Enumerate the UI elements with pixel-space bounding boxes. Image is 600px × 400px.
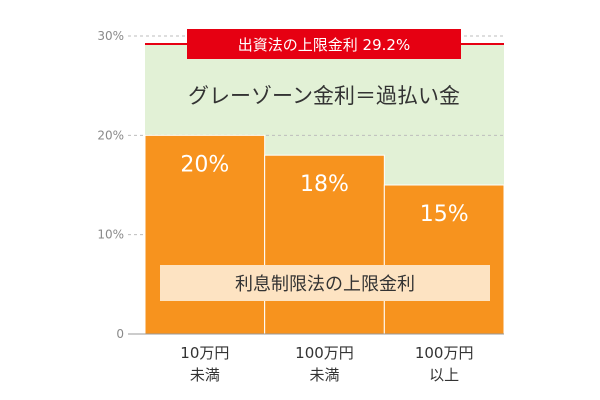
x-tick-label: 以上 xyxy=(429,366,459,384)
y-tick-label: 20% xyxy=(97,128,124,142)
x-tick-label: 未満 xyxy=(190,366,220,384)
data-label: 15% xyxy=(420,202,469,227)
base-label-box xyxy=(160,265,490,301)
data-label: 20% xyxy=(180,152,229,177)
reference-label: 出資法の上限金利 29.2% xyxy=(238,36,410,54)
x-tick-label: 100万円 xyxy=(415,344,474,362)
y-tick-label: 30% xyxy=(97,29,124,43)
base-label: 利息制限法の上限金利 xyxy=(235,274,415,295)
x-tick-label: 10万円 xyxy=(180,344,229,362)
bar xyxy=(383,184,505,335)
y-tick-label: 10% xyxy=(97,228,124,242)
y-tick-label: 0 xyxy=(116,327,124,341)
x-tick-label: 100万円 xyxy=(295,344,354,362)
gray-zone-label: グレーゾーン金利＝過払い金 xyxy=(188,84,460,108)
bar xyxy=(264,154,385,335)
reference-label-box xyxy=(187,29,461,59)
data-label: 18% xyxy=(300,172,349,197)
x-tick-label: 未満 xyxy=(309,366,339,384)
